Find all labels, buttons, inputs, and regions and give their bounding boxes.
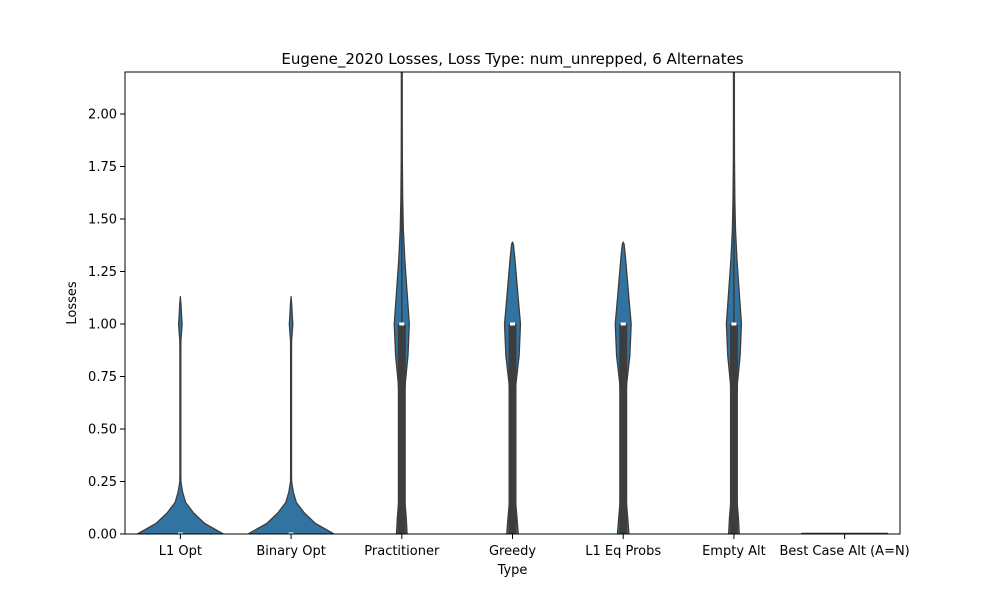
x-tick-label: L1 Eq Probs <box>585 544 661 559</box>
violin-median-marker <box>731 322 737 326</box>
violin-body <box>136 296 224 534</box>
y-axis-label: Losses <box>65 281 80 325</box>
violin-3 <box>503 241 522 534</box>
y-tick-label: 0.00 <box>88 528 117 543</box>
y-tick-label: 0.75 <box>88 370 117 385</box>
violin-2 <box>393 72 410 534</box>
violins-group <box>136 72 889 534</box>
y-axis: 0.00 0.25 0.50 0.75 1.00 1.25 1.50 1.75 2.00 <box>88 108 125 543</box>
violin-median-marker <box>288 532 294 534</box>
violin-median-marker <box>177 532 183 534</box>
y-tick-label: 2.00 <box>88 108 117 123</box>
violin-1 <box>247 296 335 534</box>
plot-frame <box>124 71 901 535</box>
y-tick-label: 1.50 <box>88 213 117 228</box>
violin-5 <box>725 72 743 534</box>
violin-median-marker <box>620 322 626 326</box>
x-tick-label: Best Case Alt (A=N) <box>780 544 910 559</box>
x-tick-label: Greedy <box>489 544 536 559</box>
y-tick-label: 1.00 <box>88 318 117 333</box>
violin-0 <box>136 296 224 534</box>
x-axis-label: Type <box>497 563 528 578</box>
violin-median-marker <box>399 322 405 326</box>
y-tick-label: 1.75 <box>88 160 117 175</box>
x-tick-label: Empty Alt <box>702 544 766 559</box>
x-tick-label: Binary Opt <box>256 544 326 559</box>
violin-median-marker <box>510 322 515 326</box>
violin-iqr-box <box>619 324 628 534</box>
violin-body <box>247 296 335 534</box>
y-tick-label: 0.50 <box>88 423 117 438</box>
violin-4 <box>614 241 632 534</box>
violin-iqr-box <box>508 324 517 534</box>
y-tick-label: 1.25 <box>88 265 117 280</box>
x-tick-label: L1 Opt <box>159 544 202 559</box>
x-axis: L1 Opt Binary Opt Practitioner Greedy L1 Eq … <box>159 534 910 559</box>
chart-title: Eugene_2020 Losses, Loss Type: num_unrep… <box>281 50 743 69</box>
x-tick-label: Practitioner <box>364 544 440 559</box>
y-tick-label: 0.25 <box>88 475 117 490</box>
violin-iqr-box <box>729 324 738 534</box>
violin-iqr-box <box>397 324 406 534</box>
